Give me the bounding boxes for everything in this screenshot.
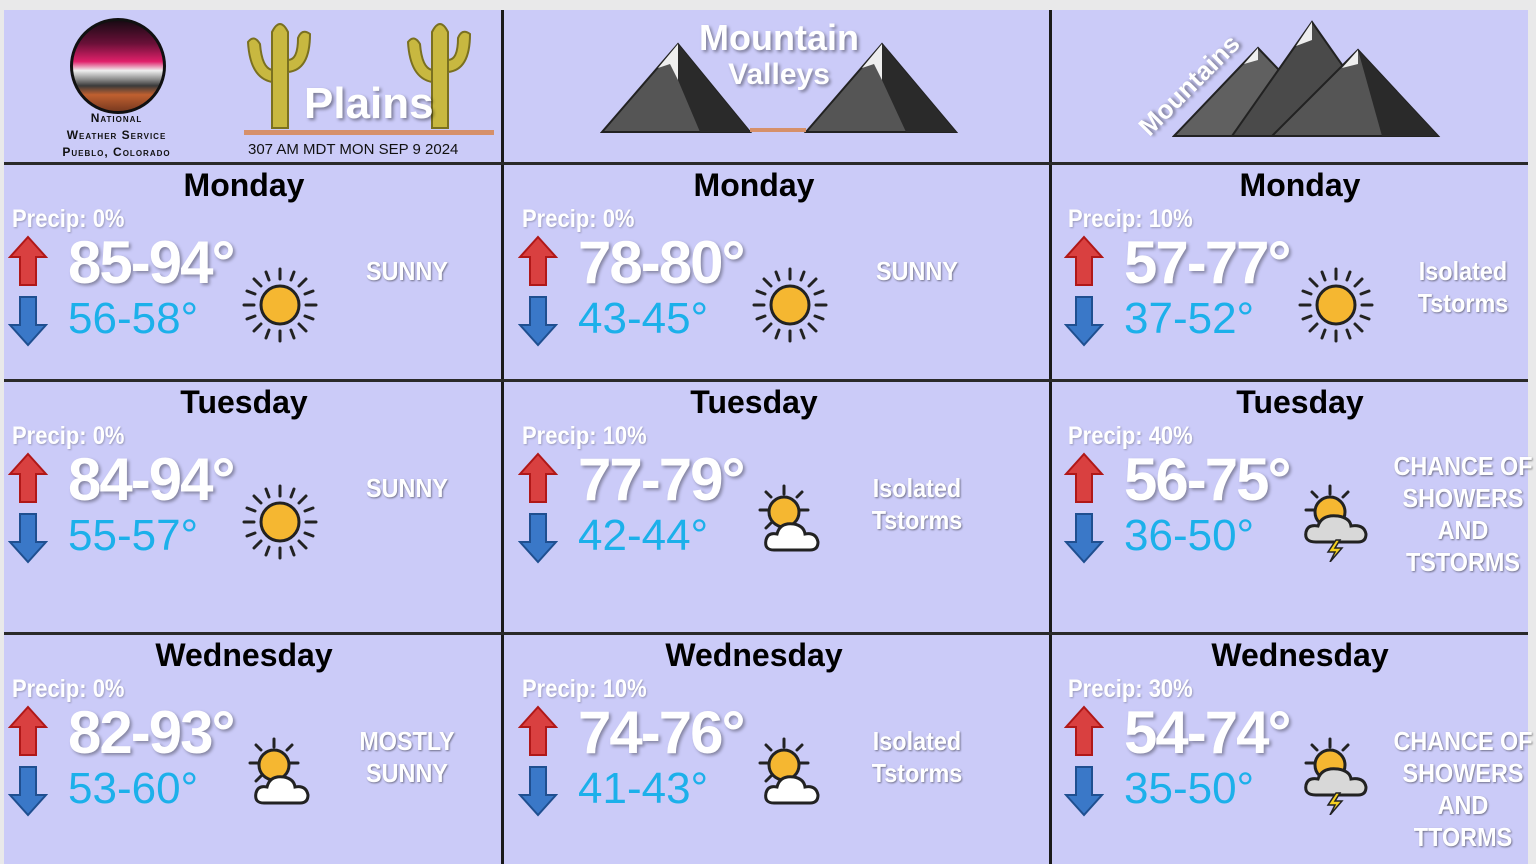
issued-time: 307 AM MDT MON SEP 9 2024 xyxy=(248,141,459,158)
zone-title-plains: Plains xyxy=(304,79,434,128)
condition-text: CHANCE OF SHOWERS AND TTORMS xyxy=(1393,726,1533,852)
precip-chance: Precip: 30% xyxy=(1068,675,1193,703)
day-name: Monday xyxy=(1239,167,1361,203)
day-name: Tuesday xyxy=(690,384,818,420)
high-temp: 77-79° xyxy=(578,446,745,513)
arrow-up-icon xyxy=(518,235,558,287)
low-temp: 42-44° xyxy=(578,511,709,560)
arrow-down-icon xyxy=(8,512,48,564)
low-temp: 43-45° xyxy=(578,294,709,343)
arrow-down-icon xyxy=(518,512,558,564)
day-name: Monday xyxy=(693,167,815,203)
arrow-up-icon xyxy=(1064,452,1104,504)
office-line: Pueblo, Colorado xyxy=(62,145,171,159)
low-temp: 41-43° xyxy=(578,764,709,813)
high-temp: 85-94° xyxy=(68,229,235,296)
mountain-icon xyxy=(600,42,959,133)
condition-text: MOSTLY SUNNY xyxy=(359,726,455,788)
day-name: Wednesday xyxy=(665,637,843,673)
day-name: Wednesday xyxy=(155,637,333,673)
arrow-up-icon xyxy=(518,452,558,504)
precip-chance: Precip: 0% xyxy=(522,205,635,233)
arrow-down-icon xyxy=(1064,295,1104,347)
high-temp: 84-94° xyxy=(68,446,235,513)
high-temp: 56-75° xyxy=(1124,446,1291,513)
arrow-down-icon xyxy=(1064,512,1104,564)
arrow-down-icon xyxy=(8,295,48,347)
thunderstorm-icon xyxy=(1296,735,1376,815)
day-name: Tuesday xyxy=(1236,384,1364,420)
day-name: Wednesday xyxy=(1211,637,1389,673)
sun-icon xyxy=(240,265,320,345)
zone-title-line: Mountain xyxy=(699,17,859,58)
mountain-icon xyxy=(1172,20,1441,137)
high-temp: 54-74° xyxy=(1124,699,1291,766)
thunderstorm-icon xyxy=(1296,482,1376,562)
zone-title-mountain-valleys: Mountain Valleys xyxy=(654,18,904,92)
row-divider xyxy=(4,379,1528,382)
partly-cloudy-icon xyxy=(750,735,830,815)
sun-icon xyxy=(750,265,830,345)
sun-icon xyxy=(240,482,320,562)
precip-chance: Precip: 0% xyxy=(12,205,125,233)
condition-text: Isolated Tstorms xyxy=(871,473,963,535)
day-name: Monday xyxy=(183,167,305,203)
precip-chance: Precip: 10% xyxy=(1068,205,1193,233)
day-name: Tuesday xyxy=(180,384,308,420)
condition-text: SUNNY xyxy=(366,473,448,503)
office-line: National xyxy=(90,111,143,125)
arrow-down-icon xyxy=(518,295,558,347)
column-divider xyxy=(1049,10,1052,864)
arrow-up-icon xyxy=(8,452,48,504)
precip-chance: Precip: 10% xyxy=(522,675,647,703)
precip-chance: Precip: 0% xyxy=(12,675,125,703)
low-temp: 35-50° xyxy=(1124,764,1255,813)
condition-text: SUNNY xyxy=(876,256,958,286)
arrow-down-icon xyxy=(518,765,558,817)
high-temp: 57-77° xyxy=(1124,229,1291,296)
zone-title-line: Valleys xyxy=(728,58,830,91)
low-temp: 56-58° xyxy=(68,294,199,343)
office-line: Weather Service xyxy=(66,128,167,142)
arrow-up-icon xyxy=(1064,705,1104,757)
condition-text: CHANCE OF SHOWERS AND TSTORMS xyxy=(1393,451,1533,577)
condition-text: Isolated Tstorms xyxy=(871,726,963,788)
condition-text: Isolated Tstorms xyxy=(1417,256,1509,318)
precip-chance: Precip: 40% xyxy=(1068,422,1193,450)
high-temp: 82-93° xyxy=(68,699,235,766)
precip-chance: Precip: 0% xyxy=(12,422,125,450)
high-temp: 74-76° xyxy=(578,699,745,766)
low-temp: 36-50° xyxy=(1124,511,1255,560)
arrow-up-icon xyxy=(8,235,48,287)
low-temp: 55-57° xyxy=(68,511,199,560)
partly-cloudy-icon xyxy=(750,482,830,562)
arrow-up-icon xyxy=(518,705,558,757)
arrow-up-icon xyxy=(8,705,48,757)
cactus-icon xyxy=(246,23,312,129)
nws-logo xyxy=(70,18,166,114)
nws-office-name: National Weather Service Pueblo, Colorad… xyxy=(24,110,209,161)
low-temp: 37-52° xyxy=(1124,294,1255,343)
arrow-up-icon xyxy=(1064,235,1104,287)
forecast-board: National Weather Service Pueblo, Colorad… xyxy=(4,10,1533,864)
condition-text: SUNNY xyxy=(366,256,448,286)
row-divider xyxy=(4,632,1528,635)
arrow-down-icon xyxy=(1064,765,1104,817)
ground-line xyxy=(244,130,494,135)
high-temp: 78-80° xyxy=(578,229,745,296)
row-divider xyxy=(4,162,1528,165)
precip-chance: Precip: 10% xyxy=(522,422,647,450)
sun-icon xyxy=(1296,265,1376,345)
partly-cloudy-icon xyxy=(240,735,320,815)
low-temp: 53-60° xyxy=(68,764,199,813)
column-divider xyxy=(501,10,504,864)
arrow-down-icon xyxy=(8,765,48,817)
cactus-icon xyxy=(406,23,472,129)
